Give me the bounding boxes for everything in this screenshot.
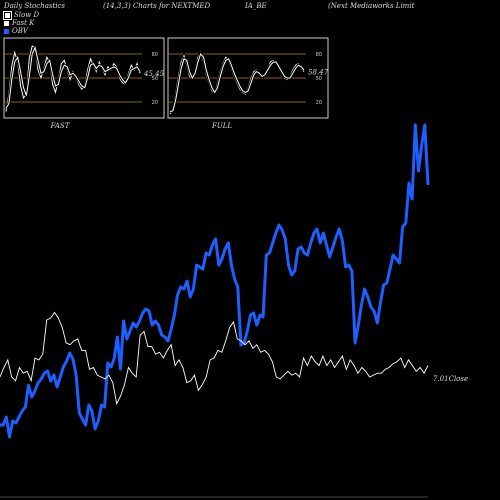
chart-header-left: Daily Stochastics — [4, 2, 66, 10]
price-line — [0, 311, 429, 405]
legend-label-fast-k: Fast K — [12, 19, 35, 27]
obv-line — [0, 123, 430, 439]
ytick-fast-50: 50 — [152, 76, 158, 82]
stoch-line-shadow-full-1 — [169, 51, 306, 114]
last-value-fast: 45.45 — [143, 70, 165, 78]
ytick-fast-20: 20 — [152, 100, 158, 106]
stoch-line-full-1 — [169, 53, 305, 113]
chart-header-company: (Next Mediaworks Limit — [328, 2, 415, 10]
ytick-fast-80: 80 — [152, 52, 158, 58]
last-value-full: 58.47 — [308, 69, 329, 77]
ytick-full-80: 80 — [316, 52, 322, 58]
legend-swatch-obv — [4, 28, 9, 34]
legend-fast-k: Fast K — [4, 19, 34, 27]
legend-slow-d: Slow D — [3, 10, 40, 20]
legend-obv: OBV — [4, 27, 28, 35]
chart-header-symbol: IA_BE — [245, 2, 267, 10]
ytick-full-20: 20 — [316, 100, 322, 106]
chart-header-title: (14,3,3) Charts for NEXTMED — [103, 2, 211, 10]
legend-swatch-slow-d — [3, 10, 12, 20]
legend-label-slow-d: Slow D — [14, 11, 40, 19]
legend-label-obv: OBV — [12, 27, 28, 35]
panel-label-full: FULL — [211, 122, 232, 130]
stoch-line-fast-1 — [5, 46, 141, 109]
last-close-label: 7.01Close — [433, 375, 468, 383]
panel-label-fast: FAST — [50, 122, 71, 130]
legend-swatch-fast-k — [4, 20, 9, 26]
ytick-full-50: 50 — [316, 76, 322, 82]
